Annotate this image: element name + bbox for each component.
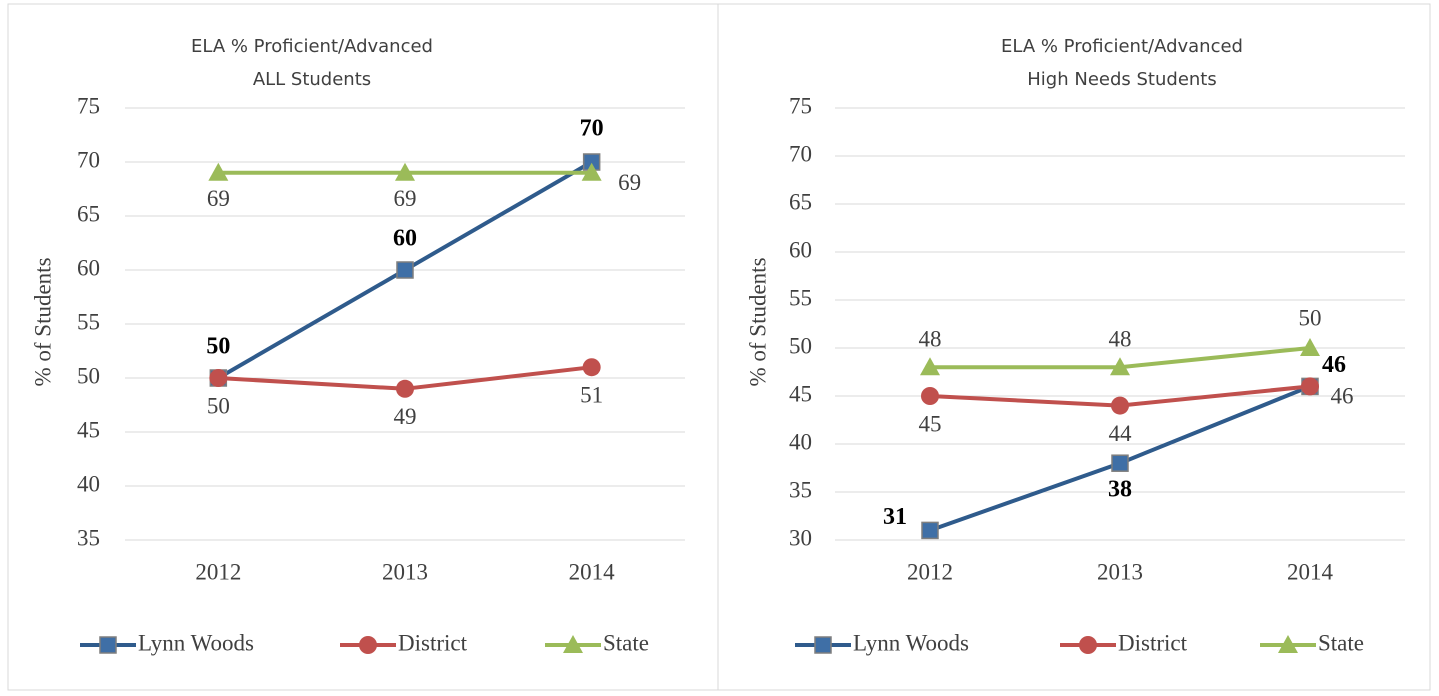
y-tick-label: 70 [789,141,812,166]
x-tick-label: 2012 [907,559,953,584]
x-tick-label: 2013 [1097,559,1143,584]
data-label: 49 [394,404,417,429]
legend-label: District [398,630,468,655]
legend-marker [1278,635,1298,653]
x-tick-label: 2014 [569,559,616,584]
y-tick-label: 35 [789,477,812,502]
chart-subtitle: High Needs Students [1027,69,1216,90]
y-axis-label: % of Students [745,257,770,386]
data-label: 70 [580,116,604,142]
data-point [1300,338,1320,356]
data-label: 69 [618,170,641,195]
y-axis-label: % of Students [30,257,55,386]
data-point [396,379,414,398]
data-point [921,521,939,540]
data-point [920,357,940,376]
legend-marker [1079,636,1097,654]
y-tick-label: 55 [789,285,812,310]
data-label: 50 [207,393,230,418]
data-label: 46 [1331,384,1354,409]
chart-title: ELA % Proficient/Advanced [191,36,433,57]
data-label: 44 [1109,421,1133,446]
data-point [581,162,602,181]
data-point [582,358,601,377]
data-point [209,369,228,387]
y-tick-label: 40 [77,471,100,496]
data-label: 48 [919,326,942,351]
panel-frame [717,3,1431,691]
y-tick-label: 60 [77,255,100,280]
legend-marker [563,635,583,653]
legend-marker [99,636,117,654]
y-tick-label: 75 [789,93,812,118]
y-tick-label: 65 [77,201,100,226]
data-label: 38 [1108,477,1132,503]
x-tick-label: 2013 [382,559,428,584]
data-label: 50 [1299,305,1322,330]
data-label: 31 [883,504,907,530]
legend-label: Lynn Woods [853,630,969,655]
panel-frame [7,3,719,691]
x-tick-label: 2012 [195,559,241,584]
data-point [395,162,415,181]
data-point [1111,454,1129,472]
data-point [396,261,414,279]
y-tick-label: 65 [789,189,812,214]
data-label: 45 [919,411,942,436]
x-tick-label: 2014 [1287,559,1334,584]
legend-label: State [1318,630,1364,655]
data-point [1301,377,1319,396]
legend-label: State [603,630,649,655]
y-tick-label: 30 [789,525,812,550]
data-label: 69 [207,186,230,211]
legend-marker [359,636,377,654]
y-tick-label: 55 [77,309,100,334]
data-label: 60 [393,226,417,252]
data-label: 50 [206,334,230,360]
legend-marker [814,636,832,654]
y-tick-label: 50 [77,363,100,388]
data-point [1110,357,1130,376]
chart-title: ELA % Proficient/Advanced [1001,36,1243,57]
data-point [921,387,939,405]
y-tick-label: 60 [789,237,812,262]
legend-label: Lynn Woods [138,630,254,655]
data-point [208,162,229,181]
data-label: 46 [1322,352,1346,378]
data-label: 48 [1109,326,1132,351]
y-tick-label: 45 [77,417,100,442]
chart-subtitle: ALL Students [253,69,371,90]
data-point [1111,396,1129,415]
y-tick-label: 40 [789,429,812,454]
y-tick-label: 70 [77,147,100,172]
data-label: 51 [580,382,603,407]
y-tick-label: 35 [77,525,100,550]
legend-label: District [1118,630,1188,655]
y-tick-label: 45 [789,381,812,406]
y-tick-label: 75 [77,93,100,118]
data-label: 69 [394,186,417,211]
y-tick-label: 50 [789,333,812,358]
